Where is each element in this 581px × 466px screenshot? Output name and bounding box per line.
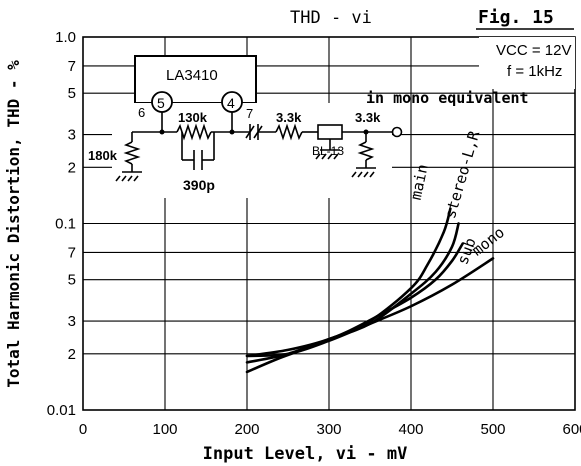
- x-tick-label: 200: [234, 421, 259, 438]
- ic-pin-5-label: 5: [157, 95, 165, 111]
- ic-pin-4-label: 4: [227, 95, 235, 111]
- c-feedback-label: 390p: [183, 177, 215, 193]
- y-tick-label: 7: [68, 244, 76, 261]
- x-tick-label: 500: [480, 421, 505, 438]
- mono-equivalent-note: in mono equivalent: [366, 89, 529, 107]
- plot-frame: [82, 36, 576, 411]
- series-line-stereolr: [245, 222, 460, 364]
- y-tick-label: 5: [68, 272, 76, 289]
- y-tick-label: 7: [68, 58, 76, 75]
- y-tick-label: 3: [68, 127, 76, 144]
- ic-pin-7-label: 7: [246, 106, 253, 121]
- x-tick-label: 100: [152, 421, 177, 438]
- chart-title: THD - vi: [290, 8, 372, 28]
- x-tick-label: 400: [398, 421, 423, 438]
- x-tick-label: 0: [79, 421, 87, 438]
- series-line-mono: [245, 257, 495, 358]
- y-tick-label: 2: [68, 159, 76, 176]
- ic-pin-6-label: 6: [138, 105, 145, 120]
- filter-block: [317, 124, 343, 140]
- r-series1-label: 3.3k: [276, 110, 302, 125]
- r-series2-label: 3.3k: [355, 110, 381, 125]
- series-label: stereo-L,R: [441, 128, 483, 221]
- y-tick-label: 3: [68, 313, 76, 330]
- freq-condition: f = 1kHz: [507, 63, 562, 80]
- ic-label: LA3410: [166, 67, 218, 84]
- y-axis-label: Total Harmonic Distortion, THD - %: [4, 60, 23, 388]
- y-tick-label: 2: [68, 346, 76, 363]
- x-tick-label: 300: [316, 421, 341, 438]
- schematic-mask: [112, 103, 392, 198]
- y-tick-label: 5: [68, 85, 76, 102]
- conditions-box: [479, 37, 575, 89]
- filter-label: BL-13: [312, 144, 344, 158]
- x-axis-label: Input Level, vi - mV: [203, 444, 408, 464]
- r-feedback-label: 130k: [178, 110, 208, 125]
- y-tick-label: 1.0: [55, 29, 76, 46]
- r-ground-label: 180k: [88, 148, 118, 163]
- series-line-main: [245, 207, 452, 358]
- series-label: mono: [468, 223, 508, 259]
- vcc-condition: VCC = 12V: [496, 42, 571, 59]
- series-label: main: [407, 162, 432, 201]
- output-terminal: [391, 126, 403, 138]
- y-tick-label: 0.1: [55, 216, 76, 233]
- y-tick-label: 0.01: [47, 402, 76, 419]
- tick-labels: 0 100 200 300 400 500 600 0.01 2 3 5 7 0.1 2 3 5 7 1.0: [47, 29, 581, 438]
- circuit-diagram: LA3410 5 4 6 7 130k 180k 390p: [88, 55, 403, 198]
- x-tick-label: 600: [562, 421, 581, 438]
- figure-label: Fig. 15: [478, 7, 554, 28]
